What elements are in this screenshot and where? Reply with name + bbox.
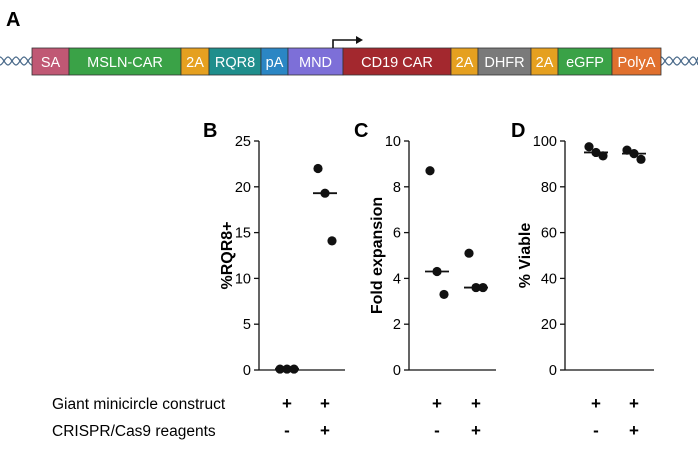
panel-b-label: B	[203, 120, 217, 142]
construct-segment-box	[180, 47, 210, 76]
condition-marks: + + - + + + - + + + - +	[282, 394, 639, 440]
data-point	[327, 236, 337, 246]
y-tick-label: 0	[393, 363, 401, 379]
condition-label-crispr: CRISPR/Cas9 reagents	[52, 423, 216, 440]
y-tick-label: 6	[393, 226, 401, 242]
condition-mark: +	[591, 394, 601, 413]
y-tick-label: 15	[235, 226, 251, 242]
data-point	[313, 163, 323, 174]
y-tick-label: 25	[235, 134, 251, 150]
construct-segment-box	[31, 47, 70, 76]
y-tick-label: 4	[393, 271, 401, 287]
construct-segment-label: eGFP	[566, 55, 604, 71]
construct-segment-label: 2A	[456, 55, 474, 71]
y-axis-label: %RQR8+	[219, 221, 236, 289]
construct-segment-label: MND	[299, 55, 332, 71]
y-tick-label: 0	[243, 363, 251, 379]
panel-d-label: D	[511, 120, 525, 142]
chart-fold-expansion: 0 2 4 6 8 10 Fold expansion	[369, 134, 496, 379]
y-axis-label: % Viable	[517, 223, 534, 289]
condition-mark: +	[629, 421, 639, 440]
construct-segment-box	[260, 47, 289, 76]
y-tick-label: 10	[385, 134, 401, 150]
y-axis-label: Fold expansion	[369, 197, 386, 314]
data-point	[425, 166, 435, 176]
condition-mark: -	[284, 421, 290, 440]
construct-segment-label: PolyA	[618, 55, 656, 71]
chart-rqr8: 0 5 10 15 20 25 %RQR8+	[219, 134, 345, 379]
condition-mark: +	[432, 394, 442, 413]
dna-strand-left-icon	[0, 56, 33, 66]
y-tick-label: 5	[243, 317, 251, 333]
construct-segment-box	[287, 47, 344, 76]
dna-strand-right-icon	[660, 56, 698, 66]
promoter-arrow-icon	[332, 36, 363, 48]
construct-diagram: SA MSLN-CAR 2A RQR8 pA MND CD19 CAR 2A DHFR 2A eGF…	[31, 47, 662, 76]
condition-mark: +	[629, 394, 639, 413]
y-tick-label: 60	[541, 226, 557, 242]
construct-segment-label: MSLN-CAR	[87, 55, 163, 71]
condition-mark: -	[593, 421, 599, 440]
data-point	[598, 151, 608, 161]
y-tick-label: 10	[235, 271, 251, 287]
construct-segment-box	[450, 47, 479, 76]
construct-segment-box	[342, 47, 452, 76]
construct-segment-label: SA	[41, 55, 61, 71]
condition-mark: +	[320, 394, 330, 413]
y-tick-label: 2	[393, 317, 401, 333]
construct-segment-box	[68, 47, 182, 76]
y-tick-label: 20	[541, 317, 557, 333]
construct-segment-label: RQR8	[215, 55, 255, 71]
condition-mark: +	[471, 421, 481, 440]
construct-segment-box	[611, 47, 662, 76]
condition-mark: +	[471, 394, 481, 413]
chart-viability: 0 20 40 60 80 100 % Viable	[517, 134, 654, 379]
panel-c-label: C	[354, 120, 368, 142]
y-tick-label: 0	[549, 363, 557, 379]
construct-segment-label: CD19 CAR	[361, 55, 433, 71]
data-point	[439, 289, 449, 300]
condition-mark: +	[320, 421, 330, 440]
y-tick-label: 20	[235, 180, 251, 196]
y-tick-label: 100	[533, 134, 557, 150]
condition-mark: -	[434, 421, 440, 440]
data-point	[584, 142, 594, 152]
y-tick-label: 80	[541, 180, 557, 196]
construct-segment-label: 2A	[536, 55, 554, 71]
construct-segment-box	[477, 47, 532, 76]
data-point	[622, 145, 632, 155]
y-tick-label: 8	[393, 180, 401, 196]
condition-label-minicircle: Giant minicircle construct	[52, 396, 226, 413]
construct-segment-label: pA	[266, 55, 284, 71]
construct-segment-label: 2A	[186, 55, 204, 71]
data-point	[636, 154, 646, 164]
construct-segment-label: DHFR	[484, 55, 524, 71]
panel-a-label: A	[6, 9, 20, 31]
condition-mark: +	[282, 394, 292, 413]
y-tick-label: 40	[541, 271, 557, 287]
data-point	[464, 248, 474, 258]
construct-segment-box	[530, 47, 559, 76]
